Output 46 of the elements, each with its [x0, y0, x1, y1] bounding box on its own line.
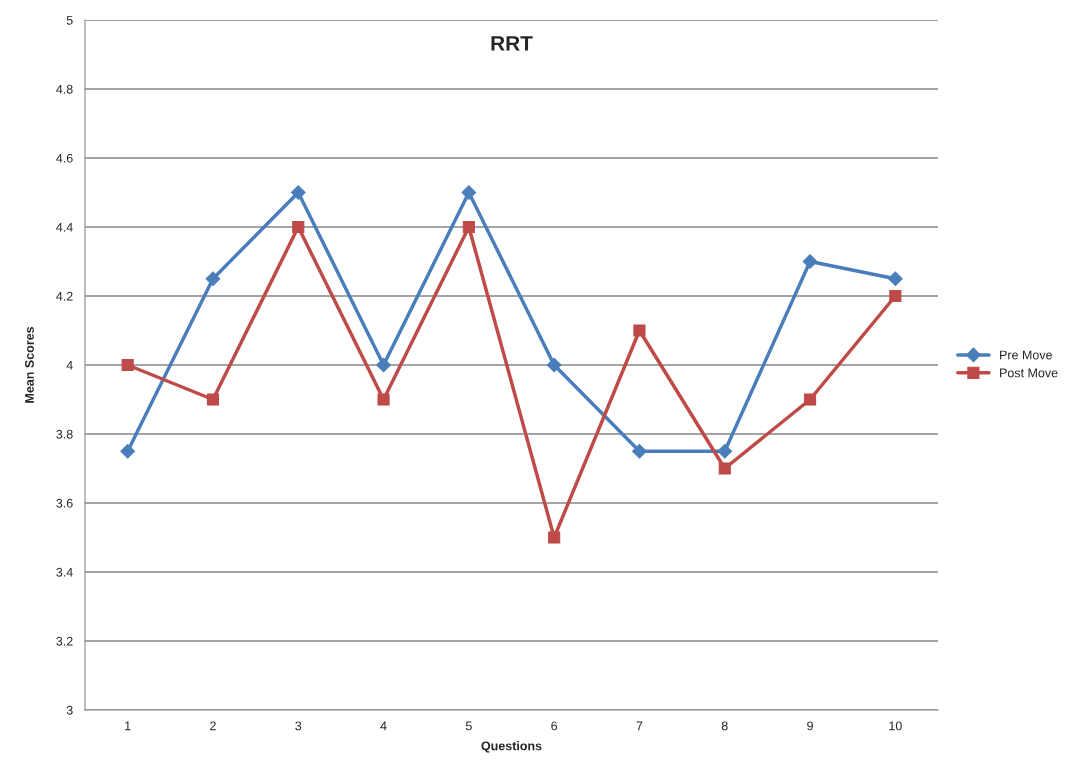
point	[206, 393, 220, 406]
point	[290, 185, 306, 200]
x-tick-label: 8	[721, 721, 728, 731]
y-tick-label: 3	[66, 705, 73, 715]
y-tick-label: 4.2	[56, 291, 73, 301]
y-tick-label: 4.4	[56, 222, 73, 232]
y-tick-label: 3.8	[56, 429, 73, 439]
point	[717, 443, 733, 459]
y-axis-title: Mean Scores	[25, 326, 34, 403]
x-tick-label: 5	[465, 721, 472, 731]
legend-label: Pre Move	[1000, 350, 1052, 360]
text: RRT	[491, 36, 533, 51]
x-axis-title: Questions	[481, 741, 542, 753]
point	[548, 531, 561, 544]
x-tick-label: 9	[807, 721, 813, 731]
y-tick-label: 3.6	[56, 498, 73, 508]
point	[377, 393, 390, 406]
y-tick-label: 5	[66, 15, 73, 25]
y-tick-label: 4.6	[56, 153, 73, 163]
legend-label: Post Move	[1000, 368, 1058, 378]
point	[803, 393, 817, 406]
y-tick-label: 4.8	[56, 84, 73, 94]
point	[718, 462, 731, 475]
x-tick-label: 3	[295, 721, 302, 731]
x-tick-label: 6	[551, 721, 558, 731]
point	[546, 357, 562, 373]
point	[121, 358, 134, 372]
x-tick-label: 2	[210, 721, 216, 731]
point	[887, 271, 903, 287]
point	[205, 271, 221, 287]
point	[461, 185, 477, 200]
y-tick-label: 3.4	[56, 567, 73, 577]
x-tick-label: 4	[380, 721, 387, 731]
y-tick-label: 3.2	[56, 636, 73, 646]
x-tick-label: 10	[889, 721, 902, 731]
point	[462, 220, 475, 234]
point	[120, 443, 136, 459]
point	[376, 357, 391, 373]
point	[802, 254, 818, 269]
x-tick-label: 1	[125, 721, 131, 731]
point	[889, 289, 902, 303]
y-tick-label: 4	[66, 360, 73, 370]
point	[633, 324, 646, 337]
point	[292, 220, 305, 234]
x-tick-label: 7	[636, 721, 643, 731]
point	[632, 443, 647, 459]
